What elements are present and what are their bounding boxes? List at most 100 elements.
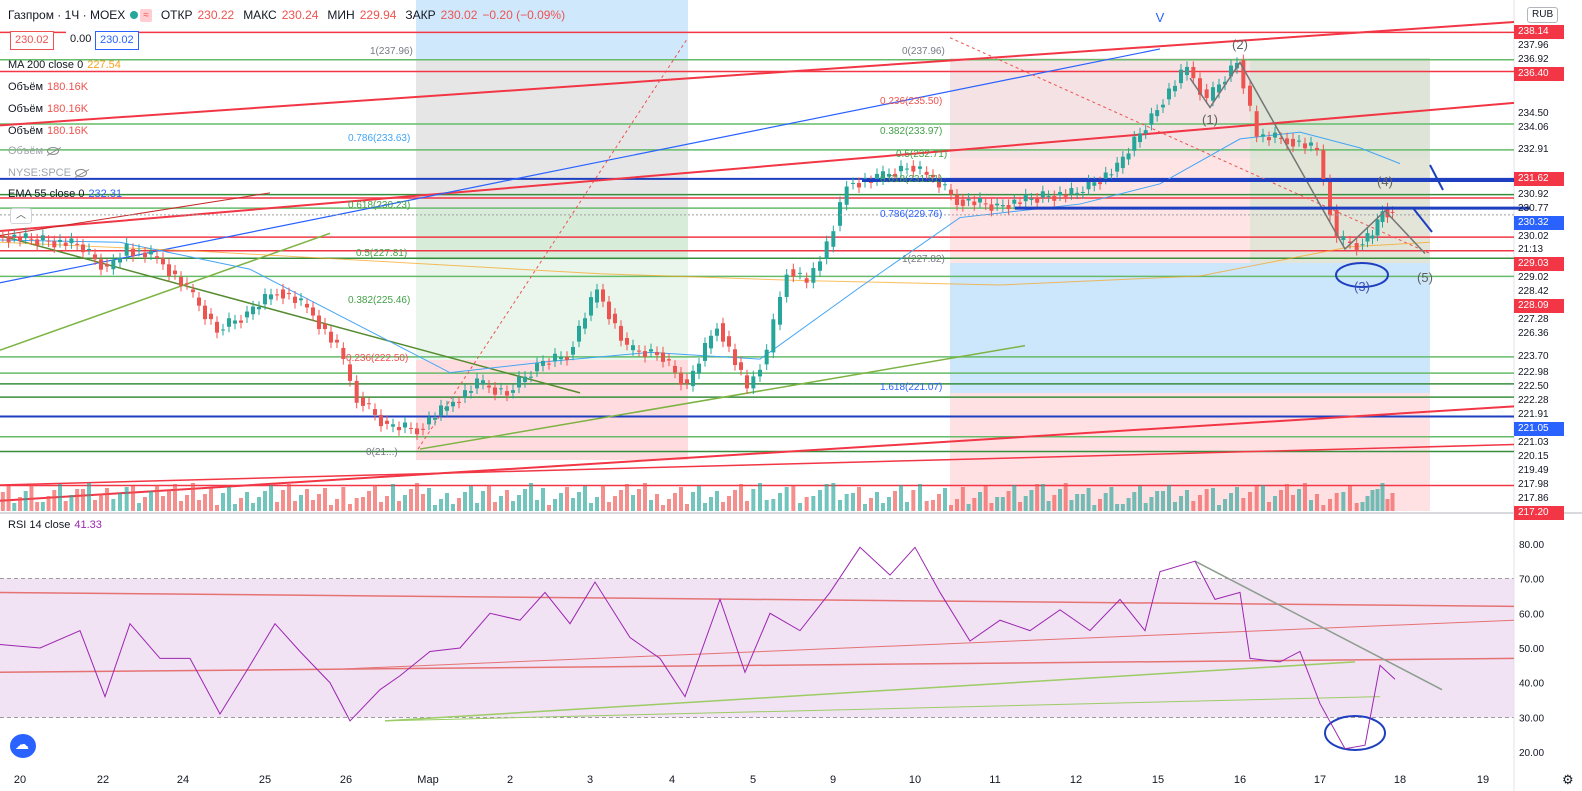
volume-bar — [275, 502, 279, 511]
rsi-axis-label: 80.00 — [1519, 540, 1544, 551]
close-label: ЗАКР — [405, 8, 436, 22]
collapse-legend-button[interactable]: ︿ — [10, 208, 32, 224]
candle-body — [35, 239, 40, 246]
volume-bar — [463, 492, 467, 511]
candle-body — [1149, 113, 1154, 125]
live-dot-icon — [130, 11, 139, 19]
volume-bar — [1161, 491, 1165, 511]
candle-body — [655, 351, 659, 356]
volume-bar — [673, 493, 677, 511]
fib-label: 0(21...) — [366, 447, 398, 458]
indicator-spce-hidden[interactable]: NYSE:SPCE — [8, 167, 87, 179]
candle-body — [978, 198, 982, 203]
indicator-volume-hidden[interactable]: Объём — [8, 145, 60, 157]
volume-bar — [649, 500, 653, 511]
volume-bar — [1279, 490, 1283, 511]
candle-body — [739, 362, 743, 370]
volume-bar — [379, 502, 383, 511]
candle-body — [553, 353, 557, 362]
volume-bar — [12, 503, 17, 511]
volume-bar — [881, 503, 885, 511]
candle-body — [571, 347, 575, 355]
volume-bar — [1173, 502, 1177, 511]
symbol-title[interactable]: Газпром · 1Ч · MOEX — [8, 8, 126, 22]
volume-bar — [35, 502, 40, 511]
indicator-volume-1[interactable]: Объём 180.16K — [8, 81, 88, 93]
candle-body — [1291, 138, 1295, 147]
fib-label: 1.618(221.07) — [880, 382, 942, 393]
candle-body — [667, 359, 671, 361]
candle-body — [451, 401, 455, 407]
indicator-volume-2[interactable]: Объём 180.16K — [8, 103, 88, 115]
candle-body — [373, 409, 377, 415]
candle-body — [63, 242, 68, 246]
candle-body — [1103, 172, 1108, 179]
indicator-value: 180.16K — [47, 125, 89, 137]
volume-bar — [972, 498, 977, 511]
volume-bar — [899, 485, 903, 511]
candle-body — [1254, 111, 1259, 137]
live-status[interactable]: ≈ — [130, 8, 152, 22]
hidden-eye-icon[interactable] — [47, 147, 60, 156]
candle-body — [1086, 180, 1091, 190]
candle-body — [577, 325, 581, 342]
rsi-legend[interactable]: RSI 14 close 41.33 — [8, 519, 102, 531]
candle-body — [209, 313, 213, 320]
volume-bar — [613, 496, 617, 511]
candle-body — [403, 422, 407, 428]
volume-bar — [415, 483, 419, 511]
candle-body — [323, 323, 327, 330]
candle-body — [559, 356, 563, 360]
candle-body — [931, 174, 935, 178]
trend-line — [419, 344, 1026, 450]
indicator-volume-3[interactable]: Объём 180.16K — [8, 125, 88, 137]
trend-line — [0, 21, 1515, 127]
rsi-band — [0, 578, 1514, 718]
volume-bar — [221, 493, 225, 511]
volume-bar — [161, 496, 165, 511]
time-axis-label: 10 — [909, 774, 921, 786]
volume-bar — [1303, 483, 1307, 511]
volume-bar — [457, 498, 461, 511]
candle-body — [643, 351, 647, 357]
currency-button[interactable]: RUB — [1527, 7, 1559, 23]
volume-bar — [703, 503, 707, 511]
settings-gear-icon[interactable]: ⚙ — [1562, 772, 1574, 787]
volume-bar — [715, 491, 719, 511]
candle-body — [197, 297, 201, 306]
fib-zone-grey — [416, 60, 688, 210]
wave-label: (3) — [1354, 279, 1370, 294]
volume-bar — [667, 499, 671, 511]
volume-bar — [818, 490, 822, 511]
hidden-eye-icon[interactable] — [74, 169, 87, 178]
candle-body — [918, 166, 922, 169]
volume-bar — [838, 500, 842, 511]
time-axis-label: Мар — [417, 774, 439, 786]
trend-line — [0, 443, 1515, 486]
volume-bar — [577, 492, 581, 511]
tradingview-logo-icon[interactable] — [10, 734, 36, 758]
candle-body — [887, 173, 891, 177]
fib-zone-red — [416, 360, 688, 460]
fib-zone-green — [416, 210, 688, 260]
buy-price-box[interactable]: 230.02 — [95, 31, 139, 50]
indicator-ma200[interactable]: MA 200 close 0 227.54 — [8, 59, 121, 71]
fib-zone-top — [416, 0, 688, 60]
candle-body — [899, 165, 903, 172]
candle-body — [287, 293, 291, 295]
volume-bar — [625, 484, 629, 511]
time-axis-label: 25 — [259, 774, 271, 786]
trend-line — [0, 192, 271, 237]
volume-bar — [875, 492, 879, 511]
indicator-ema55[interactable]: EMA 55 close 0 232.31 — [8, 188, 122, 200]
candle-body — [348, 364, 352, 381]
volume-bar — [209, 488, 213, 511]
sell-price-box[interactable]: 230.02 — [10, 31, 54, 50]
volume-bar — [949, 505, 953, 511]
candle-body — [1303, 143, 1307, 149]
volume-bar — [58, 484, 62, 511]
volume-bar — [29, 485, 34, 511]
candle-body — [637, 350, 641, 352]
price-axis-label: 221.03 — [1518, 437, 1549, 449]
